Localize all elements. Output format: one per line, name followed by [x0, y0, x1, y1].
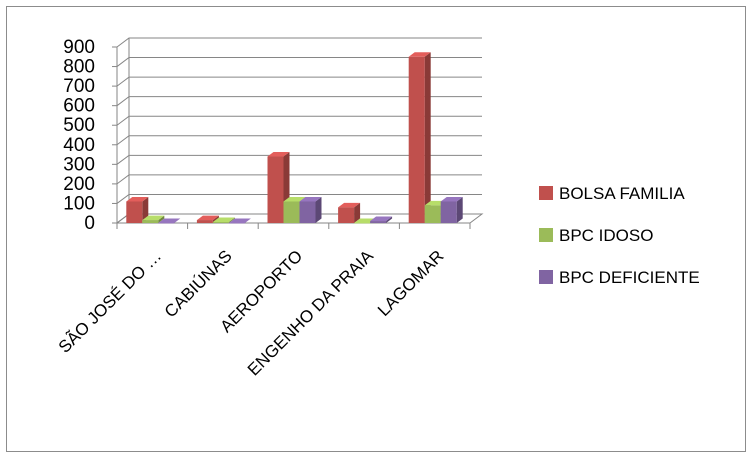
- x-tick-label: ENGENHO DA PRAIA: [244, 246, 377, 379]
- y-tick-label: 700: [63, 76, 95, 97]
- y-tick-label: 300: [63, 154, 95, 175]
- gridline: [116, 37, 482, 48]
- bar-top: [267, 152, 290, 157]
- gridline: [116, 57, 482, 67]
- bar: [370, 216, 393, 223]
- bar-top: [370, 216, 393, 222]
- x-tick-label: CABIÚNAS: [161, 246, 236, 321]
- bar-front: [440, 201, 457, 223]
- bar-front: [126, 201, 143, 223]
- y-tick-label: 900: [63, 37, 95, 58]
- x-tick-label: SÃO JOSÉ DO …: [55, 246, 165, 356]
- y-tick-label: 800: [63, 57, 95, 78]
- gridline: [116, 174, 482, 185]
- x-tick-label: LAGOMAR: [374, 246, 448, 320]
- y-tick-label: 100: [63, 193, 95, 214]
- bar: [212, 217, 235, 223]
- bar-side: [456, 196, 463, 223]
- bar-front: [212, 222, 229, 223]
- bar-side: [354, 202, 361, 223]
- gridline: [116, 135, 482, 146]
- bar-front: [338, 207, 355, 223]
- bar: [408, 52, 431, 224]
- bar-front: [228, 223, 245, 224]
- gridline: [116, 193, 482, 204]
- bar-front: [370, 221, 387, 223]
- bar-top: [338, 202, 361, 208]
- bar-side: [228, 217, 235, 223]
- bar-side: [315, 196, 322, 223]
- bar-top: [299, 196, 322, 202]
- legend-swatch: [539, 228, 553, 242]
- bar: [338, 202, 361, 223]
- y-tick-label: 0: [84, 213, 95, 234]
- bar-top: [158, 218, 181, 223]
- gridline: [116, 154, 482, 165]
- chart-area: 900 800 700 600 500 400 300 200 100 0 SÃO JOSÉ DO …: [6, 6, 746, 452]
- bar-front: [196, 220, 213, 223]
- bar: [126, 196, 149, 223]
- bar-top: [440, 196, 463, 202]
- bar: [158, 218, 181, 224]
- legend-swatch: [539, 186, 553, 200]
- bar-top: [126, 196, 149, 202]
- bar-front: [299, 201, 316, 223]
- y-tick-label: 500: [63, 115, 95, 136]
- bar-side: [142, 196, 149, 223]
- gridline: [116, 115, 482, 126]
- bar-front: [283, 201, 300, 223]
- bar-front: [424, 205, 441, 223]
- bar-top: [283, 196, 306, 202]
- legend-label: BPC DEFICIENTE: [559, 268, 700, 287]
- bar-top: [228, 218, 251, 223]
- bar-top: [142, 215, 165, 221]
- bar-front: [158, 223, 175, 224]
- bar-side: [386, 216, 393, 223]
- y-tick-label: 400: [63, 135, 95, 156]
- bar-side: [424, 52, 431, 224]
- bar-top: [212, 217, 235, 223]
- y-tick-label: 600: [63, 96, 95, 117]
- bar: [440, 196, 463, 223]
- bar-front: [267, 156, 284, 223]
- legend-label: BOLSA FAMILIA: [559, 184, 685, 203]
- gridline: [116, 76, 482, 87]
- legend-label: BPC IDOSO: [559, 226, 653, 245]
- bar-front: [142, 220, 159, 223]
- bar-front: [354, 223, 371, 224]
- bar: [299, 196, 322, 223]
- gridline: [116, 96, 482, 107]
- bar-top: [408, 52, 431, 57]
- bar-front: [408, 56, 425, 224]
- legend-swatch: [539, 270, 553, 284]
- bar: [228, 218, 251, 224]
- y-tick-label: 200: [63, 174, 95, 195]
- bar: [142, 215, 165, 223]
- bar-side: [158, 215, 165, 223]
- bar-top: [196, 215, 219, 221]
